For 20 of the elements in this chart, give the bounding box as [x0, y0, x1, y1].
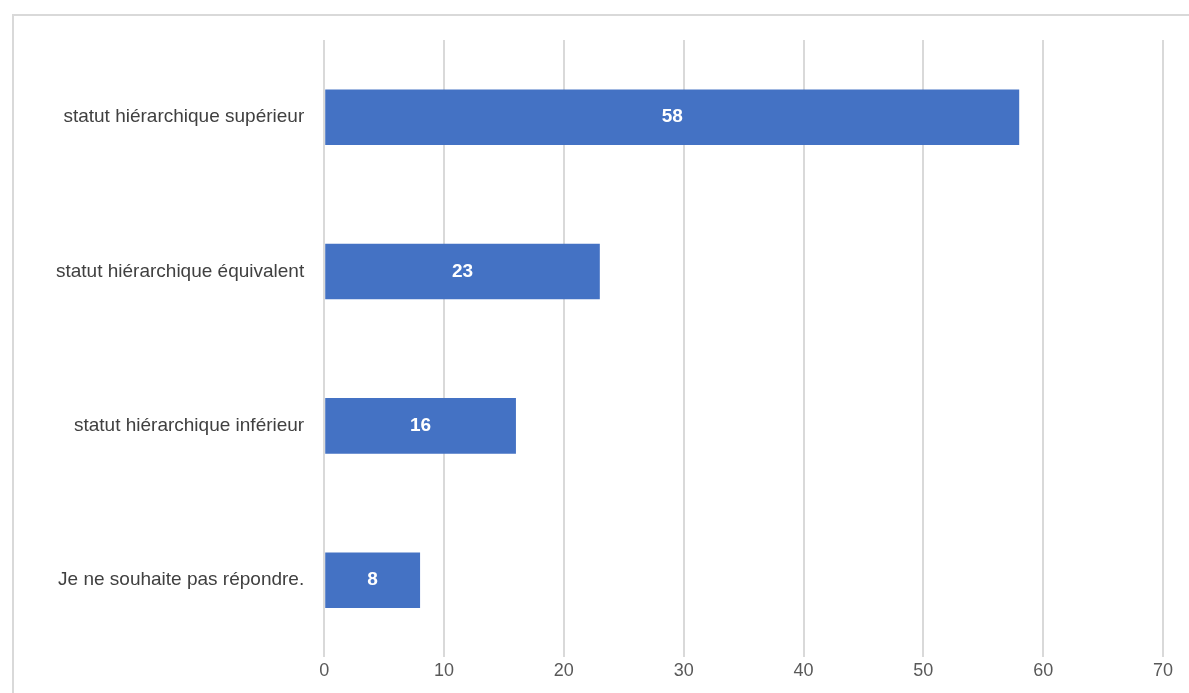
y-tick-label: statut hiérarchique supérieur	[63, 105, 305, 127]
x-tick-label: 60	[1033, 660, 1054, 681]
data-label: 58	[661, 105, 683, 127]
bar	[325, 243, 600, 300]
y-tick-label: Je ne souhaite pas répondre.	[58, 568, 305, 590]
x-tick-label: 20	[553, 660, 574, 681]
x-tick-label: 40	[793, 660, 814, 681]
data-label: 8	[367, 568, 378, 590]
x-tick-label: 50	[913, 660, 934, 681]
x-tick-label: 30	[673, 660, 694, 681]
x-tick-label: 70	[1152, 660, 1174, 681]
bar	[325, 398, 516, 454]
y-tick-label: statut hiérarchique inférieur	[73, 414, 305, 436]
bar	[325, 89, 1020, 145]
bar	[325, 552, 421, 609]
data-label: 16	[410, 414, 432, 436]
data-label: 23	[451, 259, 474, 281]
y-tick-label: statut hiérarchique équivalent	[56, 259, 305, 281]
x-tick-label: 10	[434, 660, 455, 681]
x-tick-label: 0	[319, 660, 330, 681]
